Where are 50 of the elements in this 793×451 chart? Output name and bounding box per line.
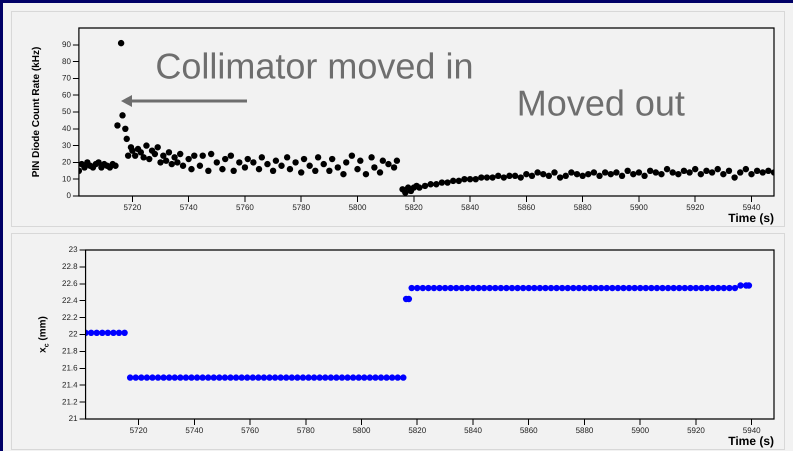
y-tick-label: 22.8: [62, 262, 78, 272]
x-tick-label: 5780: [292, 203, 311, 212]
x-tick-label: 5940: [742, 426, 762, 436]
annotation: Moved out: [516, 82, 685, 124]
y-tick-label: 21.8: [62, 346, 78, 356]
x-tick-label: 5920: [686, 203, 705, 212]
y-tick-label: 21.2: [62, 397, 78, 406]
x-tick-label: 5760: [236, 203, 254, 212]
y-tick-label: 30: [62, 140, 72, 150]
y-tick-label: 0: [66, 191, 72, 200]
y-tick-label: 22.2: [62, 312, 78, 322]
x-tick-label: 5880: [574, 203, 592, 212]
x-axis-title: Time (s): [728, 211, 774, 226]
x-tick-label: 5900: [631, 426, 650, 436]
y-tick-label: 22.6: [62, 279, 78, 288]
x-tick-label: 5900: [630, 203, 648, 212]
y-tick-label: 50: [62, 107, 72, 116]
y-tick-label: 90: [62, 40, 72, 50]
x-tick-label: 5760: [241, 426, 260, 436]
x-tick-label: 5840: [464, 426, 482, 436]
x-tick-label: 5840: [461, 203, 480, 212]
x-tick-label: 5860: [517, 203, 536, 212]
y-tick-label: 23: [68, 245, 78, 254]
y-tick-label: 40: [62, 124, 72, 134]
x-tick-label: 5780: [296, 426, 316, 436]
y-axis-title: PIN Diode Count Rate (kHz): [30, 46, 42, 178]
x-tick-label: 5800: [348, 203, 367, 212]
x-axis-title: Time (s): [728, 434, 774, 448]
y-tick-label: 60: [62, 90, 72, 100]
x-tick-label: 5740: [180, 203, 198, 212]
x-tick-label: 5740: [185, 426, 204, 436]
y-tick-label: 22: [68, 330, 78, 339]
x-tick-label: 5860: [520, 426, 538, 436]
x-tick-label: 5920: [687, 426, 706, 436]
x-tick-label: 5800: [352, 426, 371, 436]
y-tick-label: 10: [62, 174, 72, 184]
y-tick-label: 70: [62, 74, 72, 83]
x-tick-label: 5820: [408, 426, 427, 436]
annotation: Collimator moved in: [155, 45, 474, 86]
y-tick-label: 21.4: [62, 380, 78, 390]
x-tick-label: 5940: [742, 203, 761, 212]
y-tick-label: 80: [62, 56, 72, 66]
x-tick-label: 5820: [404, 203, 424, 212]
y-tick-label: 20: [62, 158, 72, 167]
y-tick-label: 21: [68, 414, 78, 424]
x-tick-label: 5880: [576, 426, 594, 436]
x-tick-label: 5720: [130, 426, 148, 436]
x-tick-label: 5720: [123, 203, 142, 212]
y-tick-label: 21.6: [62, 364, 78, 373]
y-tick-label: 22.4: [62, 296, 78, 305]
